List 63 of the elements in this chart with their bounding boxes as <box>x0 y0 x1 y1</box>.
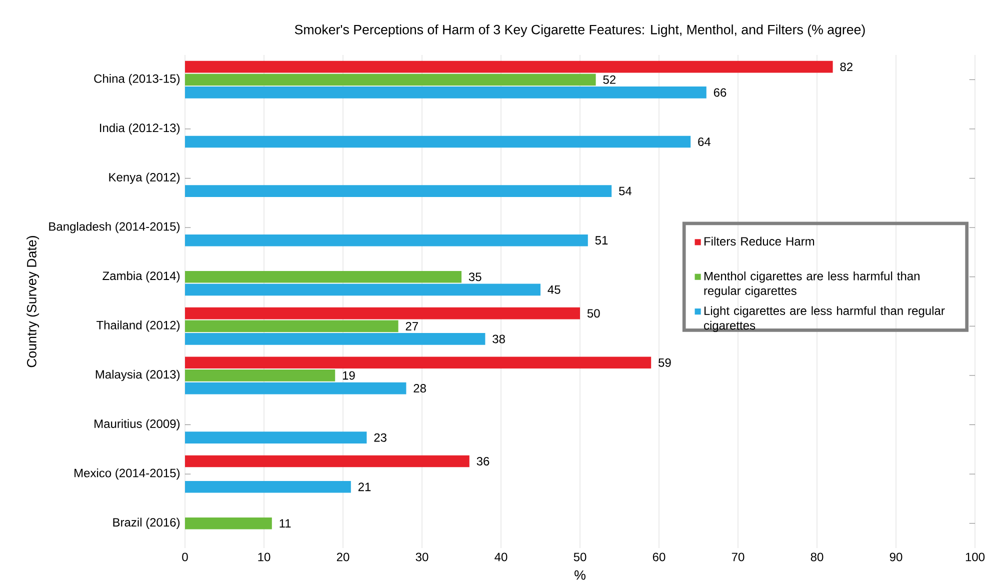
bar <box>185 333 486 345</box>
y-tick-label: India (2012-13) <box>100 123 180 135</box>
bar <box>185 270 462 283</box>
legend-label: Filters Reduce Harm <box>704 236 814 246</box>
data-label: 82 <box>840 62 852 72</box>
x-tick-label: 80 <box>810 552 824 562</box>
data-label: 23 <box>374 433 386 442</box>
data-label: 52 <box>603 75 616 84</box>
x-tick-label: 70 <box>732 552 744 562</box>
bar <box>185 382 406 394</box>
bar <box>185 370 336 382</box>
x-tick-label: 30 <box>416 552 428 562</box>
y-tick-label: Kenya (2012) <box>109 172 180 184</box>
data-label: 66 <box>714 88 726 97</box>
x-tick-label: 90 <box>890 552 902 562</box>
data-label: 35 <box>468 272 482 282</box>
y-tick-label: Mauritius (2009) <box>94 419 180 430</box>
data-label: 21 <box>358 482 371 492</box>
data-label: 38 <box>492 334 505 344</box>
data-label: 19 <box>342 371 355 380</box>
bar <box>185 517 272 530</box>
y-tick-label: Malaysia (2013) <box>96 370 180 382</box>
legend-label: Light cigarettes are less harmful than regular cigarettes <box>704 306 945 332</box>
bar <box>185 480 351 493</box>
bar <box>185 86 706 98</box>
y-tick-label: Zambia (2014) <box>102 271 180 282</box>
y-tick-label: Thailand (2012) <box>96 320 180 332</box>
x-tick-label: 40 <box>494 552 508 562</box>
bar <box>185 185 612 197</box>
data-label: 27 <box>406 322 418 330</box>
bar <box>185 136 691 148</box>
bar <box>185 60 833 73</box>
x-tick-label: 60 <box>652 552 666 562</box>
legend-label: Menthol cigarettes are less harmful than regular cigarettes <box>704 272 920 298</box>
data-label: 28 <box>414 384 426 393</box>
bar <box>185 74 596 86</box>
bar <box>185 356 652 369</box>
x-axis-title: % <box>574 570 586 580</box>
y-tick-label: Bangladesh (2014-2015) <box>49 222 180 234</box>
data-label: 36 <box>476 456 490 466</box>
y-tick-label: Brazil (2016) <box>113 518 180 529</box>
x-tick-label: 50 <box>574 552 586 562</box>
data-label: 50 <box>587 309 600 318</box>
data-label: 64 <box>698 138 711 146</box>
y-tick-label: Mexico (2014-2015) <box>74 468 180 480</box>
x-tick-label: 100 <box>966 552 985 562</box>
data-label: 51 <box>595 236 608 245</box>
bar <box>185 455 470 468</box>
data-label: 59 <box>658 358 671 367</box>
data-label: 11 <box>280 519 291 528</box>
y-tick-label: China (2013-15) <box>94 74 180 86</box>
data-label: 45 <box>548 285 560 294</box>
bar <box>185 284 541 296</box>
bar <box>185 320 398 332</box>
x-tick-label: 0 <box>182 552 188 562</box>
data-label: 54 <box>619 186 632 196</box>
bar <box>185 432 367 444</box>
bar <box>185 307 580 320</box>
x-tick-label: 20 <box>336 552 350 562</box>
bar <box>185 234 588 246</box>
x-tick-label: 10 <box>258 552 270 562</box>
chart-title: Smoker's Perceptions of Harm of 3 Key Cigarette Features: Light, Menthol, and Filters (% agree) <box>294 24 865 37</box>
y-axis-title: Country (Survey Date) <box>26 236 40 368</box>
